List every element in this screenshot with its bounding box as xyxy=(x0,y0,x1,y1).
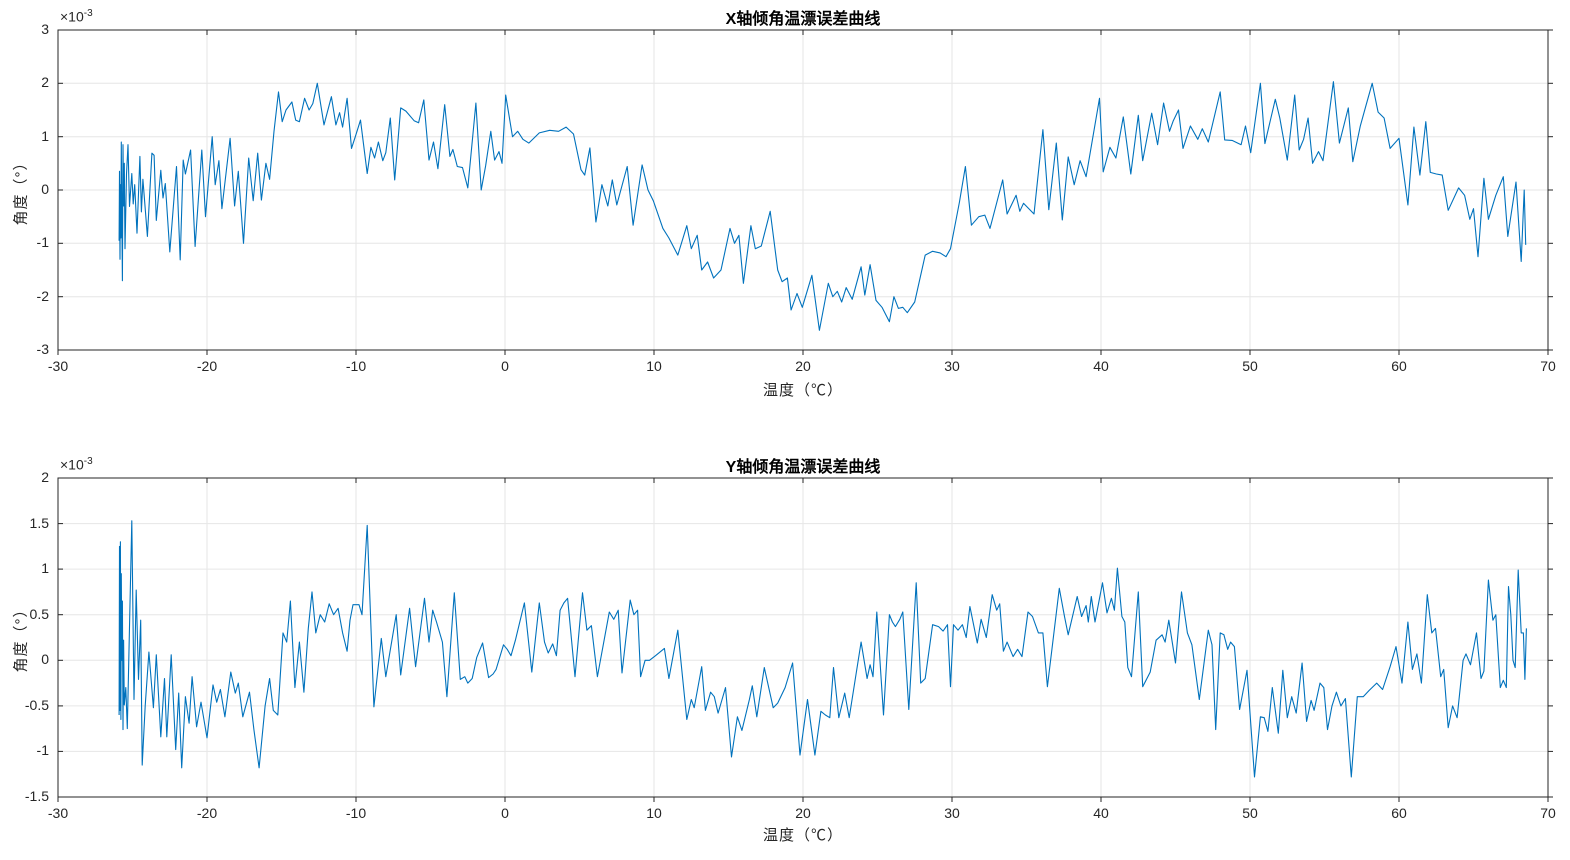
exponent-base: ×10 xyxy=(60,456,84,473)
x-tick-label: -30 xyxy=(47,358,69,374)
x-tick-label: 70 xyxy=(1540,805,1556,821)
x-tick-label: 30 xyxy=(944,805,960,821)
y-tick-label: 2 xyxy=(41,469,49,485)
y-tick-label: -1 xyxy=(36,234,49,251)
x-tick-label: -20 xyxy=(196,805,218,821)
y-tick-label: 0 xyxy=(41,651,49,668)
x-axis-label: 温度（℃） xyxy=(762,382,843,399)
x-tick-label: 70 xyxy=(1540,358,1556,374)
x-axis-tilt-chart: -30 -20 -10 0 10 20 30 40 50 60 70 -3 -2 -1 0 1 2 3 X轴倾角温… xyxy=(12,8,1556,399)
y-tick-label: 1.5 xyxy=(29,514,49,531)
y-axis-tilt-plot xyxy=(57,477,1553,802)
exponent-base: ×10 xyxy=(60,8,84,25)
axes-box xyxy=(57,29,1549,351)
y-tick-label: -1.5 xyxy=(24,788,49,804)
y-tick-label: -1 xyxy=(36,742,49,759)
y-tick-label: 1 xyxy=(41,560,49,577)
x-axis-tilt-plot xyxy=(57,29,1553,355)
y-tick-label: 3 xyxy=(41,21,49,37)
y-tick-label: -3 xyxy=(36,341,49,357)
x-tick-label: 30 xyxy=(944,358,960,374)
y-tick-label: -0.5 xyxy=(24,696,49,713)
y-tick-label: 0 xyxy=(41,181,49,197)
x-axis-label: 温度（℃） xyxy=(762,827,843,844)
y-axis-label: 角度（°） xyxy=(12,154,30,226)
x-tick-label: 50 xyxy=(1242,358,1258,374)
x-tick-label: -10 xyxy=(345,805,367,821)
x-tick-label: 20 xyxy=(795,358,811,374)
x-tick-label: 40 xyxy=(1093,358,1109,374)
chart-title: Y轴倾角温漂误差曲线 xyxy=(725,459,881,476)
x-tick-label: 40 xyxy=(1093,805,1109,821)
axes-box xyxy=(57,477,1549,798)
y-axis-label: 角度（°） xyxy=(12,601,30,673)
exponent-power: -3 xyxy=(83,456,93,467)
y-axis-tilt-chart: -30 -20 -10 0 10 20 30 40 50 60 70 -1.5 -1 -0.5 0 0.5 1 1… xyxy=(0,430,1570,860)
x-tick-label: -30 xyxy=(47,805,69,821)
chart-title: X轴倾角温漂误差曲线 xyxy=(725,11,881,28)
y-axis-exponent-label: ×10-3 xyxy=(60,8,93,25)
x-tick-label: -20 xyxy=(196,358,218,374)
x-tick-label: 50 xyxy=(1242,805,1258,821)
data-line xyxy=(118,520,1527,778)
x-tick-label: 60 xyxy=(1391,805,1407,821)
x-tick-label: 0 xyxy=(501,805,509,821)
exponent-power: -3 xyxy=(83,8,93,19)
x-tick-label: -10 xyxy=(345,358,367,374)
y-tick-label: -2 xyxy=(36,287,49,304)
x-tick-label: 0 xyxy=(501,358,509,374)
x-tick-label: 10 xyxy=(646,805,662,821)
y-tick-label: 0.5 xyxy=(29,605,49,622)
y-tick-label: 2 xyxy=(41,74,49,91)
y-axis-exponent-label: ×10-3 xyxy=(60,456,93,473)
data-line xyxy=(118,81,1527,331)
x-tick-label: 20 xyxy=(795,805,811,821)
x-tick-label: 60 xyxy=(1391,358,1407,374)
x-tick-label: 10 xyxy=(646,358,662,374)
y-tick-label: 1 xyxy=(41,127,49,144)
